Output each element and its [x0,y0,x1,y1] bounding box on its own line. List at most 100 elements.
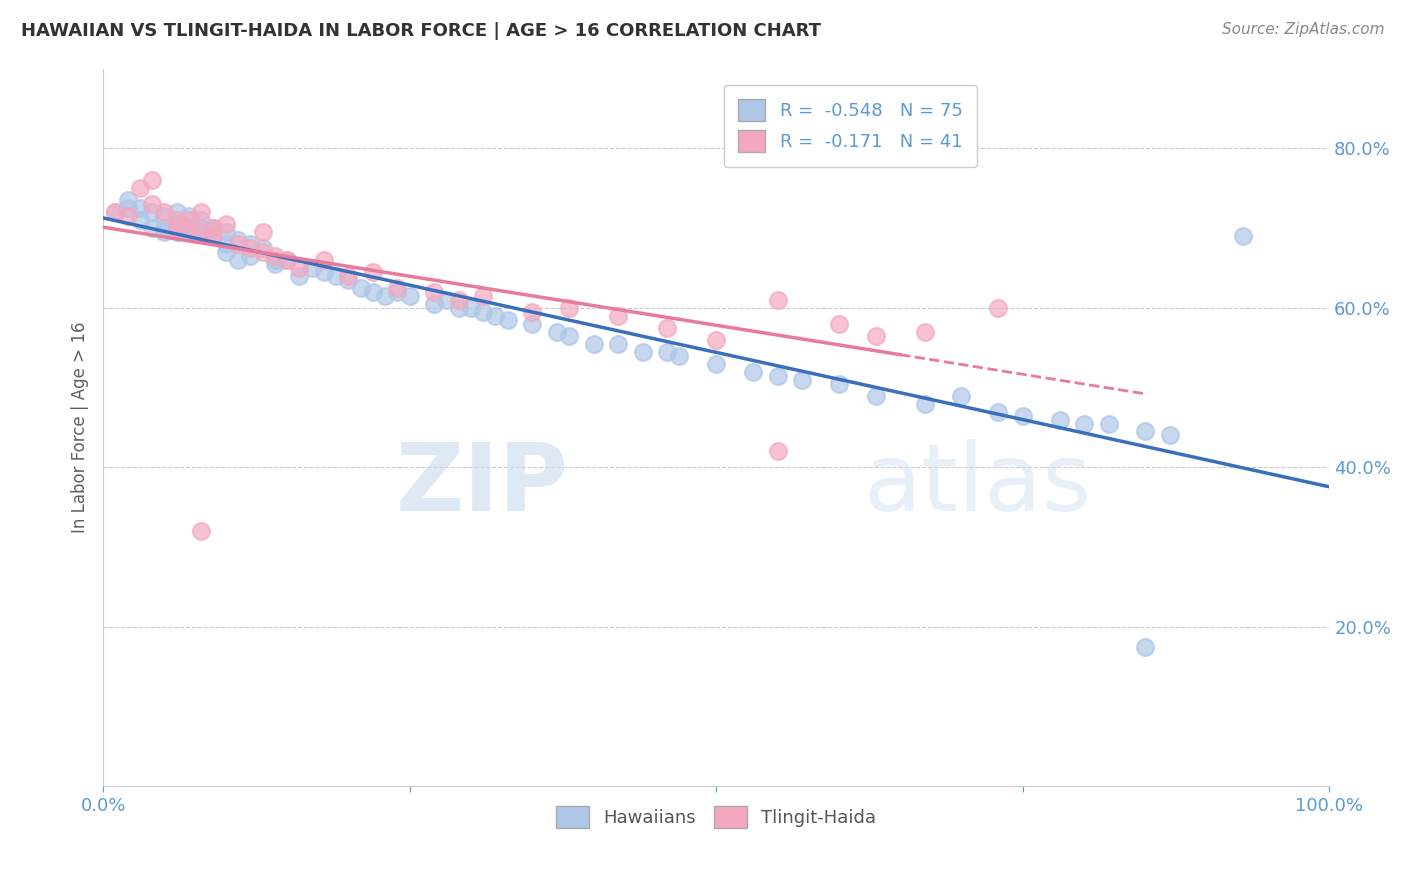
Point [865,328,887,343]
Point [312,265,335,279]
Point [387,285,409,299]
Point [190,524,212,539]
Point [166,213,188,227]
Point [1135,640,1157,654]
Point [484,309,506,323]
Point [766,368,789,383]
Point [1159,428,1181,442]
Point [312,252,335,267]
Point [704,357,727,371]
Point [1073,417,1095,431]
Point [202,221,225,235]
Point [349,281,371,295]
Point [496,313,519,327]
Point [153,221,176,235]
Point [141,197,163,211]
Point [202,221,225,235]
Point [239,249,262,263]
Point [742,365,765,379]
Point [117,201,139,215]
Point [766,444,789,458]
Point [276,252,298,267]
Text: atlas: atlas [863,439,1091,531]
Point [361,285,384,299]
Point [558,301,581,315]
Point [337,273,360,287]
Point [423,285,446,299]
Point [166,221,188,235]
Point [325,268,347,283]
Point [436,293,458,307]
Point [631,344,654,359]
Point [252,241,274,255]
Point [1135,425,1157,439]
Point [447,301,470,315]
Point [263,249,285,263]
Point [301,260,323,275]
Point [1232,229,1254,244]
Point [166,225,188,239]
Point [215,237,238,252]
Point [177,221,200,235]
Point [337,268,360,283]
Point [522,305,544,319]
Point [423,297,446,311]
Point [828,317,851,331]
Point [546,325,568,339]
Point [215,217,238,231]
Point [141,205,163,219]
Point [166,217,188,231]
Point [950,388,973,402]
Point [657,344,679,359]
Point [190,205,212,219]
Point [914,325,936,339]
Point [472,305,495,319]
Point [1049,412,1071,426]
Point [387,281,409,295]
Point [129,201,152,215]
Point [190,213,212,227]
Point [447,293,470,307]
Point [239,241,262,255]
Point [190,225,212,239]
Point [153,205,176,219]
Point [141,221,163,235]
Point [239,237,262,252]
Point [522,317,544,331]
Point [828,376,851,391]
Legend: Hawaiians, Tlingit-Haida: Hawaiians, Tlingit-Haida [550,798,883,835]
Point [288,268,311,283]
Point [657,320,679,334]
Point [766,293,789,307]
Point [361,265,384,279]
Point [215,245,238,260]
Point [374,289,396,303]
Point [215,225,238,239]
Text: ZIP: ZIP [396,439,569,531]
Point [153,225,176,239]
Point [607,309,630,323]
Point [472,289,495,303]
Point [202,229,225,244]
Point [790,373,813,387]
Point [252,245,274,260]
Point [914,396,936,410]
Text: HAWAIIAN VS TLINGIT-HAIDA IN LABOR FORCE | AGE > 16 CORRELATION CHART: HAWAIIAN VS TLINGIT-HAIDA IN LABOR FORCE… [21,22,821,40]
Point [276,252,298,267]
Point [177,213,200,227]
Point [177,209,200,223]
Point [582,336,605,351]
Y-axis label: In Labor Force | Age > 16: In Labor Force | Age > 16 [72,322,89,533]
Point [177,225,200,239]
Point [226,233,249,247]
Point [104,205,127,219]
Text: Source: ZipAtlas.com: Source: ZipAtlas.com [1222,22,1385,37]
Point [117,193,139,207]
Point [226,237,249,252]
Point [558,328,581,343]
Point [153,209,176,223]
Point [288,260,311,275]
Point [263,257,285,271]
Point [987,301,1010,315]
Point [704,333,727,347]
